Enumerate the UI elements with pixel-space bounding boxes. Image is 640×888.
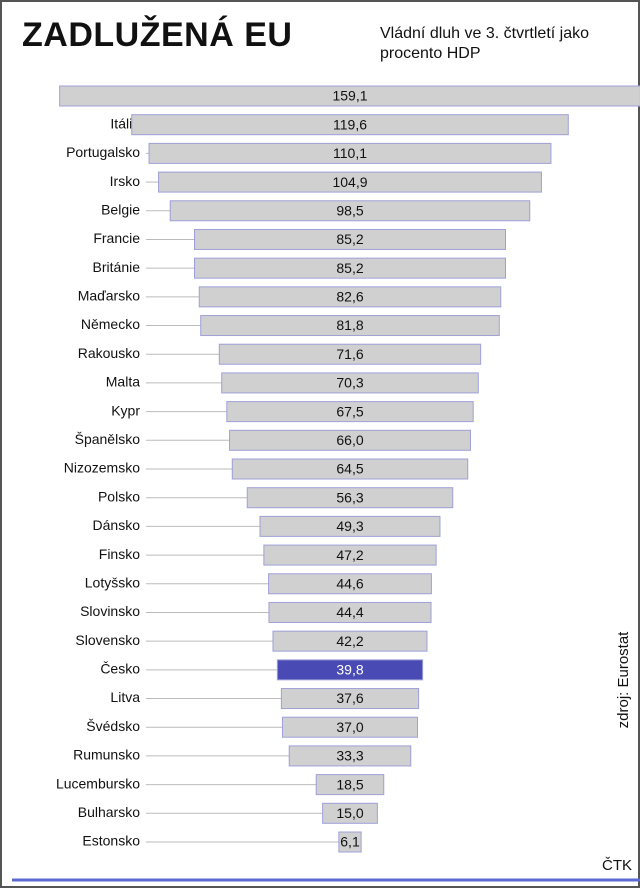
bar [276,659,424,681]
value-label: 85,2 [336,260,363,276]
bar [59,85,640,107]
value-label: 82,6 [336,289,363,305]
category-label: Lucembursko [56,775,140,791]
category-label: Nizozemsko [64,460,140,476]
bar [148,142,552,164]
value-label: 44,6 [336,575,363,591]
category-label: Litva [110,689,140,705]
bar [158,171,542,193]
category-label: Irsko [110,173,141,189]
value-label: 15,0 [336,805,363,821]
value-label: 42,2 [336,633,363,649]
bar [200,315,500,337]
bar [221,372,479,394]
value-label: 104,9 [332,174,367,190]
bar [338,831,362,853]
value-label: 81,8 [336,317,363,333]
bar [288,745,412,767]
value-label: 67,5 [336,403,363,419]
bar [131,114,569,136]
bar [272,630,428,652]
bar [263,544,437,566]
value-label: 44,4 [336,604,363,620]
category-label: Slovensko [75,632,140,648]
value-label: 110,1 [333,145,367,161]
category-label: Francie [93,230,140,246]
value-label: 37,0 [336,719,363,735]
category-label: Maďarsko [78,288,141,304]
bar [229,429,471,451]
value-label: 64,5 [336,461,363,477]
value-label: 66,0 [336,432,363,448]
value-label: 49,3 [336,518,363,534]
bar [322,802,378,824]
category-label: Česko [100,661,140,677]
category-label: Bulharsko [78,804,140,820]
bar [268,601,432,623]
bar [231,458,469,480]
value-label: 56,3 [336,489,363,505]
category-label: Rumunsko [73,747,140,763]
bar [194,257,506,279]
bar [259,515,441,537]
category-label: Belgie [101,201,140,217]
chart-subtitle: Vládní dluh ve 3. čtvrtletí jako procent… [380,25,589,62]
category-label: Estonsko [82,833,140,849]
bar [268,573,432,595]
bar [218,343,482,365]
category-label: Finsko [99,546,140,562]
value-label: 85,2 [336,231,363,247]
value-label: 71,6 [336,346,363,362]
bar [198,286,502,308]
value-label: 6,1 [340,834,360,850]
category-label: Rakousko [78,345,140,361]
value-label: 39,8 [336,662,363,678]
value-label: 33,3 [336,748,363,764]
category-label: Španělsko [75,431,141,447]
value-label: 70,3 [336,375,363,391]
category-label: Malta [106,374,140,390]
category-label: Británie [93,259,141,275]
bar [281,716,419,738]
category-label: Dánsko [93,517,141,533]
category-label: Lotyšsko [85,574,140,590]
chart-title: ZADLUŽENÁ EU [22,16,293,54]
category-label: Portugalsko [66,144,140,160]
category-label: Švédsko [86,718,140,734]
value-label: 37,6 [336,690,363,706]
value-label: 98,5 [336,202,363,218]
credit: ČTK [602,857,632,874]
value-label: 18,5 [336,776,363,792]
bar [246,487,454,509]
bar [315,774,385,796]
value-label: 159,1 [332,88,367,104]
bar [169,200,531,222]
category-label: Polsko [98,488,140,504]
source: zdroj: Eurostat [615,631,632,729]
bar [194,228,506,250]
category-label: Kypr [111,402,140,418]
value-label: 47,2 [336,547,363,563]
category-label: Německo [81,316,140,332]
bar [226,401,474,423]
value-label: 119,6 [333,116,367,132]
category-label: Slovinsko [80,603,140,619]
bar [280,688,420,710]
